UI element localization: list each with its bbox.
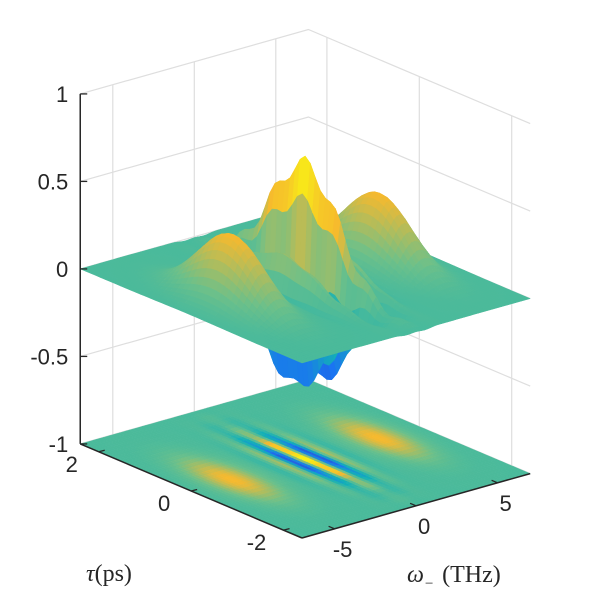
- contour-projection-floor: [79, 379, 531, 539]
- z-gridline: [80, 116, 531, 212]
- z-gridline: [80, 28, 531, 125]
